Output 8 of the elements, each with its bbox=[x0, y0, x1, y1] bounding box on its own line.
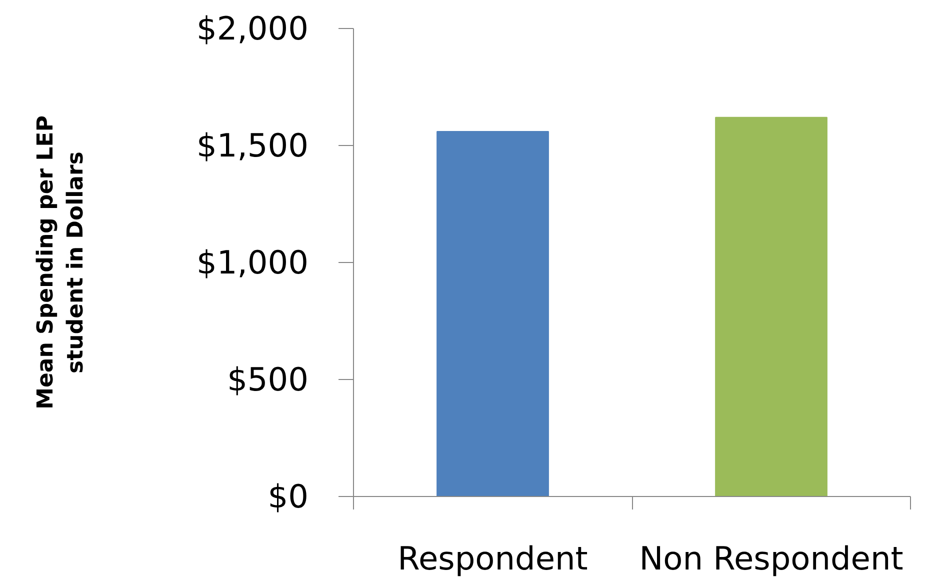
x-tick-label: Non Respondent bbox=[639, 540, 904, 578]
y-tick-label: $0 bbox=[268, 478, 308, 516]
y-tick-label: $1,500 bbox=[196, 126, 308, 164]
x-tick-label: Respondent bbox=[398, 540, 588, 578]
y-tick-label: $1,000 bbox=[196, 244, 308, 282]
y-tick-label: $2,000 bbox=[196, 10, 308, 48]
y-tick-label: $500 bbox=[227, 360, 308, 398]
y-axis-title: Mean Spending per LEP student in Dollars bbox=[34, 116, 89, 410]
